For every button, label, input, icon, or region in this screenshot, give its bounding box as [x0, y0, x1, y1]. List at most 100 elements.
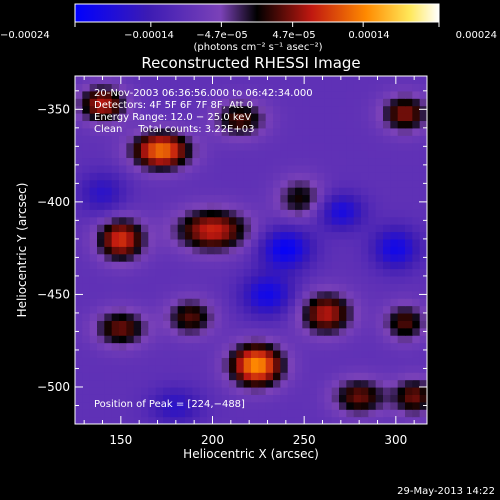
heatmap-cell — [155, 357, 164, 366]
heatmap-cell — [265, 357, 274, 366]
heatmap-cell — [119, 401, 127, 410]
heatmap-cell — [229, 349, 237, 358]
heatmap-cell — [119, 209, 127, 218]
heatmap-cell — [119, 372, 127, 381]
heatmap-cell — [185, 187, 193, 196]
heatmap-cell — [97, 409, 105, 418]
heatmap-cell — [383, 290, 391, 299]
heatmap-cell — [287, 194, 296, 203]
heatmap-cell — [192, 164, 201, 173]
heatmap-cell — [375, 157, 384, 166]
heatmap-cell — [317, 372, 325, 381]
heatmap-cell — [163, 224, 171, 233]
heatmap-cell — [405, 416, 413, 424]
heatmap-cell — [141, 98, 149, 107]
heatmap-cell — [346, 194, 355, 203]
heatmap-cell — [397, 105, 406, 114]
heatmap-cell — [412, 364, 421, 373]
heatmap-cell — [199, 172, 208, 181]
heatmap-cell — [185, 416, 193, 424]
heatmap-cell — [375, 194, 384, 203]
heatmap-cell — [89, 120, 98, 129]
heatmap-cell — [192, 357, 201, 366]
heatmap-cell — [339, 209, 347, 218]
heatmap-cell — [405, 349, 413, 358]
heatmap-cell — [361, 342, 369, 351]
heatmap-cell — [309, 172, 318, 181]
heatmap-cell — [361, 364, 369, 373]
heatmap-cell — [104, 224, 113, 233]
heatmap-cell — [375, 150, 384, 159]
heatmap-cell — [163, 401, 171, 410]
heatmap-cell — [214, 179, 223, 188]
heatmap-cell — [295, 157, 303, 166]
heatmap-cell — [155, 275, 164, 284]
heatmap-cell — [82, 172, 91, 181]
heatmap-cell — [155, 379, 164, 388]
heatmap-cell — [251, 409, 259, 418]
heatmap-cell — [397, 209, 406, 218]
heatmap-cell — [199, 105, 208, 114]
heatmap-cell — [243, 379, 252, 388]
heatmap-cell — [361, 290, 369, 299]
heatmap-cell — [214, 142, 223, 151]
heatmap-cell — [346, 364, 355, 373]
heatmap-cell — [192, 83, 201, 92]
heatmap-cell — [287, 224, 296, 233]
heatmap-cell — [324, 372, 333, 381]
heatmap-cell — [412, 187, 421, 196]
heatmap-cell — [295, 113, 303, 122]
heatmap-cell — [141, 105, 149, 114]
heatmap-cell — [339, 261, 347, 270]
heatmap-cell — [273, 372, 281, 381]
heatmap-cell — [265, 379, 274, 388]
heatmap-cell — [170, 194, 179, 203]
heatmap-cell — [243, 327, 252, 336]
heatmap-cell — [126, 201, 135, 210]
heatmap-cell — [419, 342, 427, 351]
heatmap-cell — [346, 201, 355, 210]
heatmap-cell — [192, 105, 201, 114]
heatmap-cell — [97, 275, 105, 284]
heatmap-cell — [295, 224, 303, 233]
heatmap-cell — [89, 98, 98, 107]
heatmap-cell — [361, 164, 369, 173]
heatmap-cell — [104, 298, 113, 307]
heatmap-cell — [82, 216, 91, 225]
heatmap-cell — [236, 386, 245, 395]
heatmap-cell — [383, 194, 391, 203]
heatmap-cell — [104, 76, 113, 84]
heatmap-cell — [397, 201, 406, 210]
annotation-clean: Clean Total counts: 3.22E+03 — [94, 124, 254, 135]
heatmap-cell — [280, 357, 289, 366]
heatmap-cell — [419, 275, 427, 284]
heatmap-cell — [75, 275, 83, 284]
heatmap-cell — [273, 298, 281, 307]
heatmap-cell — [89, 216, 98, 225]
heatmap-cell — [119, 349, 127, 358]
heatmap-cell — [177, 105, 186, 114]
heatmap-cell — [82, 209, 91, 218]
heatmap-cell — [119, 172, 127, 181]
heatmap-cell — [126, 290, 135, 299]
heatmap-cell — [309, 83, 318, 92]
heatmap-cell — [229, 238, 237, 247]
heatmap-cell — [412, 238, 421, 247]
heatmap-cell — [89, 268, 98, 277]
heatmap-cell — [97, 135, 105, 144]
heatmap-cell — [89, 335, 98, 344]
heatmap-cell — [214, 298, 223, 307]
heatmap-cell — [280, 409, 289, 418]
heatmap-cell — [273, 335, 281, 344]
x-tick-label: 300 — [384, 433, 407, 447]
heatmap-cell — [405, 135, 413, 144]
heatmap-cell — [111, 224, 120, 233]
heatmap-cell — [375, 172, 384, 181]
heatmap-cell — [155, 83, 164, 92]
heatmap-cell — [229, 224, 237, 233]
heatmap-cell — [361, 305, 369, 314]
heatmap-cell — [361, 120, 369, 129]
heatmap-cell — [353, 194, 362, 203]
heatmap-cell — [331, 90, 340, 99]
heatmap-cell — [295, 386, 303, 395]
